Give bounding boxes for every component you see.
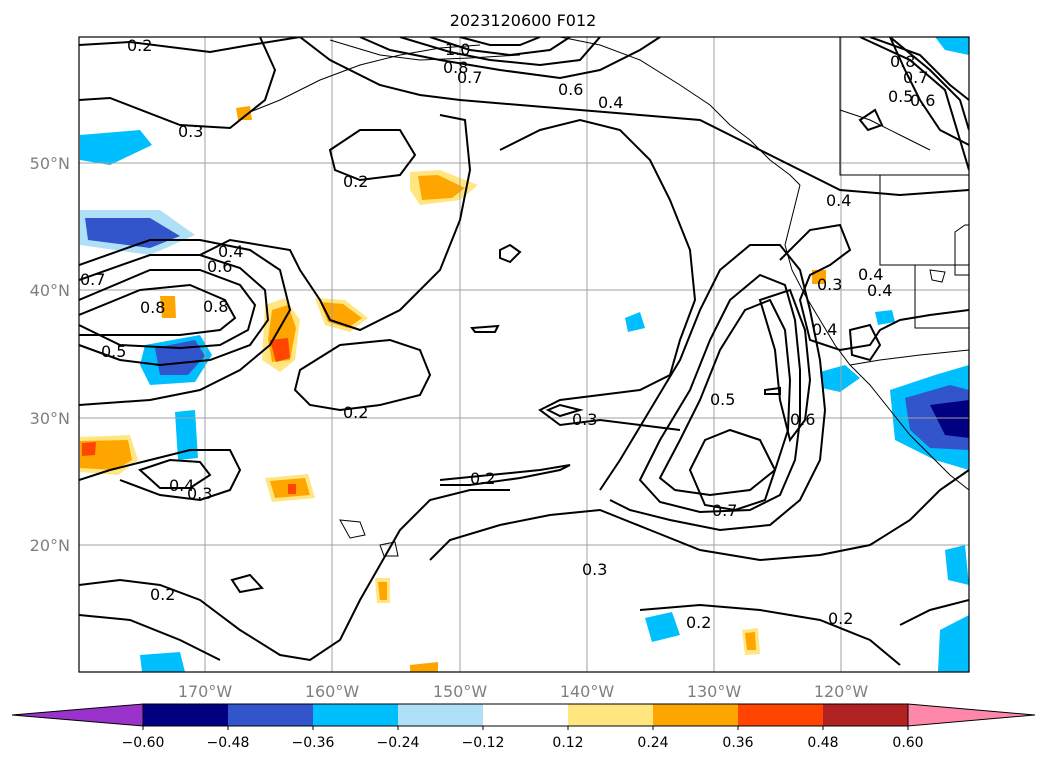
contour-label: 0.2 (828, 609, 853, 628)
contour-label: 0.5 (710, 390, 735, 409)
latitude-labels: 50°N 40°N 30°N 20°N (30, 154, 70, 555)
contour-label: 0.7 (712, 501, 737, 520)
map-title: 2023120600 F012 (450, 11, 597, 30)
colorbar-tick-label: −0.60 (122, 735, 165, 751)
lon-label: 130°W (687, 682, 742, 701)
colorbar-tick-label: 0.60 (892, 735, 923, 751)
contour-label: 0.6 (790, 410, 815, 429)
contour-label: 0.2 (150, 585, 175, 604)
lon-label: 170°W (178, 682, 233, 701)
contour-label: 1.0 (445, 40, 470, 59)
colorbar-extension-low (11, 703, 144, 727)
contour-label: 0.4 (858, 265, 883, 284)
contour-label: 0.3 (187, 484, 212, 503)
colorbar-outline (142, 703, 909, 727)
contour-label: 0.8 (443, 58, 468, 77)
contour-label: 0.7 (80, 270, 105, 289)
colorbar-tick-label: 0.24 (637, 735, 668, 751)
contour-label: 0.2 (127, 36, 152, 55)
lat-label: 20°N (30, 536, 70, 555)
contour-label: 0.3 (572, 410, 597, 429)
colorbar-swatch (653, 704, 738, 726)
contour-label: 0.2 (470, 469, 495, 488)
lon-label: 150°W (433, 682, 488, 701)
positive-anomaly-region (80, 106, 826, 672)
contour-label: 0.2 (343, 172, 368, 191)
lat-label: 50°N (30, 154, 70, 173)
colorbar-tick-label: −0.48 (207, 735, 250, 751)
colorbar-swatch (228, 704, 313, 726)
colorbar-swatch (568, 704, 653, 726)
contour-label: 0.6 (207, 257, 232, 276)
colorbar-tick-label: 0.36 (722, 735, 753, 751)
contour-label: 0.4 (826, 191, 851, 210)
contour-label: 0.7 (457, 68, 482, 87)
contour-label-group: 0.2 1.0 0.8 0.7 0.6 0.4 0.3 0.8 0.7 0.6 … (80, 36, 935, 632)
colorbar-swatch (398, 704, 483, 726)
contour-label: 0.6 (910, 91, 935, 110)
graticule-grid (79, 37, 969, 672)
contour-label: 0.4 (598, 93, 623, 112)
colorbar-tick-label: −0.36 (292, 735, 335, 751)
lat-label: 40°N (30, 281, 70, 300)
colorbar-tick-label: −0.24 (377, 735, 420, 751)
colorbar-extension-high (907, 703, 1036, 727)
contour-lines (79, 37, 969, 666)
contour-label: 0.4 (169, 476, 194, 495)
coastlines (249, 37, 969, 557)
contour-label: 0.5 (101, 342, 126, 361)
plot-frame (78, 36, 970, 673)
contour-label: 0.4 (812, 320, 837, 339)
colorbar-swatch (823, 704, 908, 726)
contour-label: 0.3 (582, 560, 607, 579)
longitude-labels: 170°W 160°W 150°W 140°W 130°W 120°W (178, 682, 869, 701)
colorbar-swatch (313, 704, 398, 726)
colorbar-tick-label: 0.12 (552, 735, 583, 751)
colorbar-tick-label: 0.48 (807, 735, 838, 751)
contour-label: 0.4 (218, 242, 243, 261)
contour-label: 0.3 (178, 122, 203, 141)
colorbar-swatch (483, 704, 568, 726)
contour-label: 0.7 (903, 68, 928, 87)
contour-label: 0.3 (817, 275, 842, 294)
colorbar-tick-label: −0.12 (462, 735, 505, 751)
colorbar: −0.60 −0.48 −0.36 −0.24 −0.12 0.12 0.24 0.36 0.4… (11, 703, 1036, 751)
contour-label: 0.2 (343, 403, 368, 422)
contour-label: 0.6 (558, 80, 583, 99)
contour-label: 0.8 (140, 298, 165, 317)
contour-label: 0.8 (890, 52, 915, 71)
contour-label: 0.2 (686, 613, 711, 632)
contour-label: 0.8 (203, 297, 228, 316)
contour-label: 0.5 (888, 87, 913, 106)
lon-label: 140°W (560, 682, 615, 701)
lon-label: 160°W (305, 682, 360, 701)
lat-label: 30°N (30, 409, 70, 428)
lon-label: 120°W (814, 682, 869, 701)
colorbar-swatch (738, 704, 823, 726)
contour-label: 0.4 (867, 281, 892, 300)
plot-area (79, 37, 969, 672)
colorbar-swatch (143, 704, 228, 726)
